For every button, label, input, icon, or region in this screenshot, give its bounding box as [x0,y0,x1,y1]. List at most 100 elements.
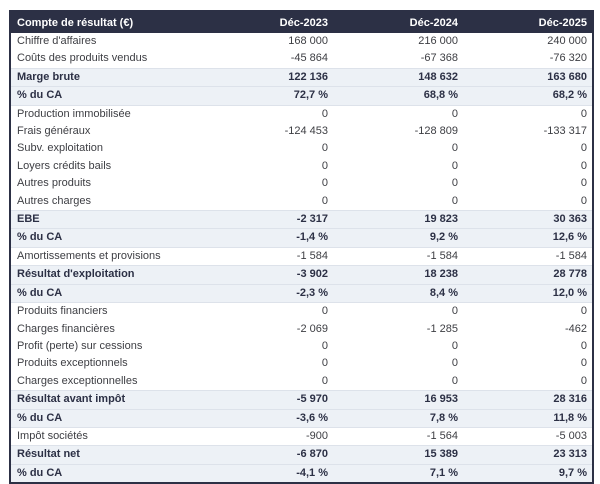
cell-value: 163 680 [463,67,593,88]
cell-value: 0 [203,105,333,124]
cell-value: 23 313 [463,445,593,465]
table-body: Chiffre d'affaires 168 000 216 000 240 000 C… [10,33,593,484]
cell-value: -2,3 % [203,284,333,304]
table-row: % du CA -1,4 % 9,2 % 12,6 % [10,228,593,248]
cell-value: 0 [463,157,593,176]
table-row: Autres produits 0 0 0 [10,175,593,193]
cell-value: -3 902 [203,265,333,285]
row-label: Production immobilisée [10,105,203,124]
cell-value: 0 [203,175,333,193]
table-row: Résultat avant impôt -5 970 16 953 28 316 [10,390,593,410]
cell-value: 0 [463,175,593,193]
cell-value: 12,0 % [463,284,593,304]
cell-value: -128 809 [333,123,463,141]
cell-value: 0 [203,192,333,211]
cell-value: 28 778 [463,265,593,285]
table-row: Subv. exploitation 0 0 0 [10,140,593,158]
table-row: Loyers crédits bails 0 0 0 [10,157,593,176]
cell-value: -1 285 [333,320,463,338]
table-row: Amortissements et provisions -1 584 -1 584… [10,247,593,266]
row-label: Profit (perte) sur cessions [10,337,203,356]
cell-value: 0 [333,105,463,124]
table-row: Frais généraux -124 453 -128 809 -133 317 [10,123,593,141]
table-row: Chiffre d'affaires 168 000 216 000 240 000 [10,33,593,51]
row-label: EBE [10,210,203,230]
cell-value: 18 238 [333,265,463,285]
cell-value: 0 [333,175,463,193]
row-label: Résultat d'exploitation [10,265,203,285]
cell-value: -76 320 [463,50,593,69]
cell-value: 0 [203,302,333,321]
table-row: Impôt sociétés -900 -1 564 -5 003 [10,427,593,446]
cell-value: -5 003 [463,427,593,446]
header-cell-dec-2024: Déc-2024 [333,11,463,33]
header-cell-title: Compte de résultat (€) [10,11,203,33]
row-label: Produits exceptionnels [10,355,203,373]
table-row: % du CA -4,1 % 7,1 % 9,7 % [10,464,593,484]
cell-value: 0 [203,355,333,373]
cell-value: -124 453 [203,123,333,141]
table-row: % du CA -2,3 % 8,4 % 12,0 % [10,284,593,304]
cell-value: -1 564 [333,427,463,446]
table-row: EBE -2 317 19 823 30 363 [10,210,593,230]
cell-value: 0 [463,140,593,158]
cell-value: 16 953 [333,390,463,410]
cell-value: 0 [203,337,333,356]
row-label: % du CA [10,284,203,304]
cell-value: 0 [463,105,593,124]
cell-value: -67 368 [333,50,463,69]
row-label: Loyers crédits bails [10,157,203,176]
table-row: Produits financiers 0 0 0 [10,302,593,321]
row-label: Subv. exploitation [10,140,203,158]
row-label: Chiffre d'affaires [10,33,203,51]
cell-value: 19 823 [333,210,463,230]
cell-value: -1,4 % [203,228,333,248]
income-statement-table: Compte de résultat (€) Déc-2023 Déc-2024… [9,10,594,484]
row-label: Amortissements et provisions [10,247,203,266]
cell-value: -3,6 % [203,409,333,428]
cell-value: -1 584 [203,247,333,266]
cell-value: 12,6 % [463,228,593,248]
table-row: Coûts des produits vendus -45 864 -67 368-… [10,50,593,69]
cell-value: 30 363 [463,210,593,230]
cell-value: -1 584 [463,247,593,266]
row-label: Autres charges [10,192,203,211]
table-row: Charges financières -2 069 -1 285 -462 [10,320,593,338]
header-row: Compte de résultat (€) Déc-2023 Déc-2024… [10,11,593,33]
table-row: Marge brute 122 136 148 632 163 680 [10,67,593,88]
cell-value: 0 [333,355,463,373]
table-row: Charges exceptionnelles 0 0 0 [10,372,593,391]
cell-value: 0 [203,372,333,391]
table-row: Résultat net -6 870 15 389 23 313 [10,445,593,465]
cell-value: -45 864 [203,50,333,69]
table-row: Profit (perte) sur cessions 0 0 0 [10,337,593,356]
cell-value: 0 [463,192,593,211]
cell-value: 216 000 [333,33,463,51]
row-label: % du CA [10,228,203,248]
cell-value: 15 389 [333,445,463,465]
table-header: Compte de résultat (€) Déc-2023 Déc-2024… [10,11,593,33]
cell-value: -6 870 [203,445,333,465]
cell-value: 68,2 % [463,86,593,106]
table-row: Produits exceptionnels 0 0 0 [10,355,593,373]
row-label: Autres produits [10,175,203,193]
cell-value: 9,7 % [463,464,593,484]
row-label: Résultat avant impôt [10,390,203,410]
table-row: Autres charges 0 0 0 [10,192,593,211]
row-label: Produits financiers [10,302,203,321]
cell-value: -2 317 [203,210,333,230]
cell-value: 0 [333,302,463,321]
row-label: Coûts des produits vendus [10,50,203,69]
cell-value: -462 [463,320,593,338]
cell-value: 0 [333,140,463,158]
cell-value: -5 970 [203,390,333,410]
cell-value: 168 000 [203,33,333,51]
cell-value: 0 [463,355,593,373]
cell-value: -900 [203,427,333,446]
row-label: Résultat net [10,445,203,465]
cell-value: 9,2 % [333,228,463,248]
cell-value: 0 [333,372,463,391]
row-label: % du CA [10,86,203,106]
cell-value: 7,8 % [333,409,463,428]
cell-value: -2 069 [203,320,333,338]
